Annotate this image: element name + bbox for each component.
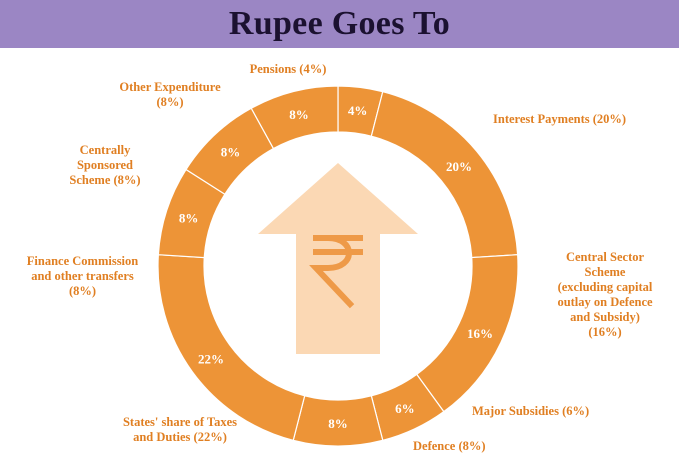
label-interest-payments: Interest Payments (20%) bbox=[493, 112, 627, 126]
title-banner: Rupee Goes To bbox=[0, 0, 679, 48]
slice-value-states-share-of-taxes: 22% bbox=[198, 351, 224, 366]
slice-value-finance-commission: 8% bbox=[179, 210, 199, 225]
label-defence: Defence (8%) bbox=[413, 439, 486, 453]
label-states-share: States' share of Taxes and Duties (22%) bbox=[122, 415, 237, 444]
slice-value-centrally: 8% bbox=[221, 145, 241, 160]
slice-states-share-of-taxes bbox=[157, 254, 306, 442]
slice-value-pensions: 4% bbox=[348, 103, 368, 118]
slice-other-expenditure bbox=[250, 85, 339, 150]
slice-value-defence: 8% bbox=[328, 416, 348, 431]
slice-value-major-subsidies: 6% bbox=[395, 401, 415, 416]
slice-value-other-expenditure: 8% bbox=[289, 107, 309, 122]
label-finance-commission: Finance Commission and other transfers (… bbox=[26, 254, 139, 298]
label-central-sector-scheme: Central Sector Scheme (excluding capital… bbox=[557, 250, 653, 339]
label-centrally-sponsored: Centrally Sponsored Scheme (8%) bbox=[69, 143, 141, 187]
slice-value-central-sector: 16% bbox=[467, 326, 493, 341]
label-other-expenditure: Other Expenditure (8%) bbox=[119, 80, 221, 109]
label-pensions: Pensions (4%) bbox=[249, 62, 327, 76]
slice-value-interest-payments: 20% bbox=[446, 159, 472, 174]
label-major-subsidies: Major Subsidies (6%) bbox=[472, 404, 590, 418]
rupee-up-arrow-icon bbox=[258, 163, 418, 354]
page-title: Rupee Goes To bbox=[228, 5, 451, 42]
